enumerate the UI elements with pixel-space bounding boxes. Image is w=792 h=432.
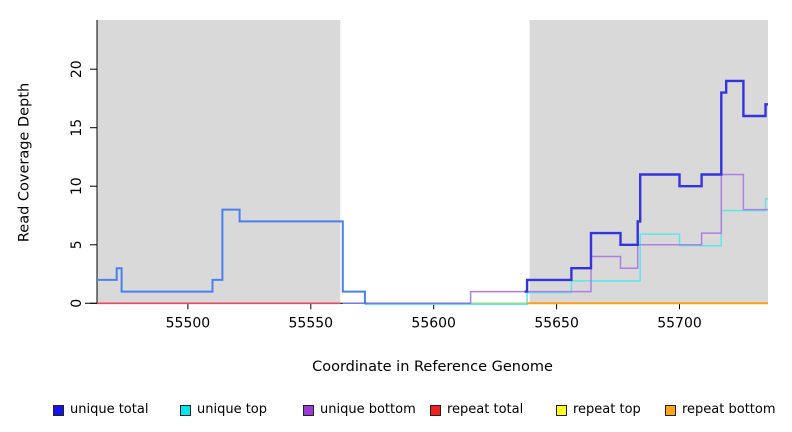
left-repeat-region — [97, 20, 341, 304]
line-unique-total — [524, 79, 768, 293]
legend-swatch-icon — [180, 405, 191, 416]
legend-label: repeat bottom — [682, 402, 776, 417]
x-axis-title: Coordinate in Reference Genome — [312, 359, 553, 375]
y-tick-label: 20 — [69, 60, 85, 78]
legend-label: repeat top — [573, 402, 641, 417]
y-axis-title: Read Coverage Depth — [16, 82, 33, 243]
legend-label: unique total — [70, 402, 149, 417]
legend-swatch-icon — [53, 405, 64, 416]
legend-swatch-icon — [430, 405, 441, 416]
x-tick-label: 55650 — [534, 315, 579, 331]
x-tick-label: 55500 — [166, 315, 211, 331]
legend-label: repeat total — [447, 402, 524, 417]
y-tick-label: 5 — [69, 240, 85, 249]
legend-label: unique bottom — [320, 402, 416, 417]
legend-label: unique top — [197, 402, 268, 417]
x-tick-label: 55550 — [289, 315, 334, 331]
y-tick-label: 10 — [69, 177, 85, 195]
plot-area: 55500 55550 55600 55650 55700 0 5 10 15 20 — [69, 20, 768, 331]
x-tick-label: 55600 — [411, 315, 456, 331]
legend: unique total unique top unique bottom repea… — [0, 402, 792, 424]
legend-swatch-icon — [303, 405, 314, 416]
line-unique-bottom — [364, 173, 768, 305]
y-tick-label: 15 — [69, 119, 85, 137]
line-unique-total-left — [97, 208, 368, 305]
legend-swatch-icon — [556, 405, 567, 416]
y-tick-label: 0 — [69, 299, 85, 308]
x-tick-label: 55700 — [657, 315, 702, 331]
legend-swatch-icon — [665, 405, 676, 416]
right-repeat-region — [529, 20, 768, 304]
line-unique-top — [364, 198, 768, 306]
